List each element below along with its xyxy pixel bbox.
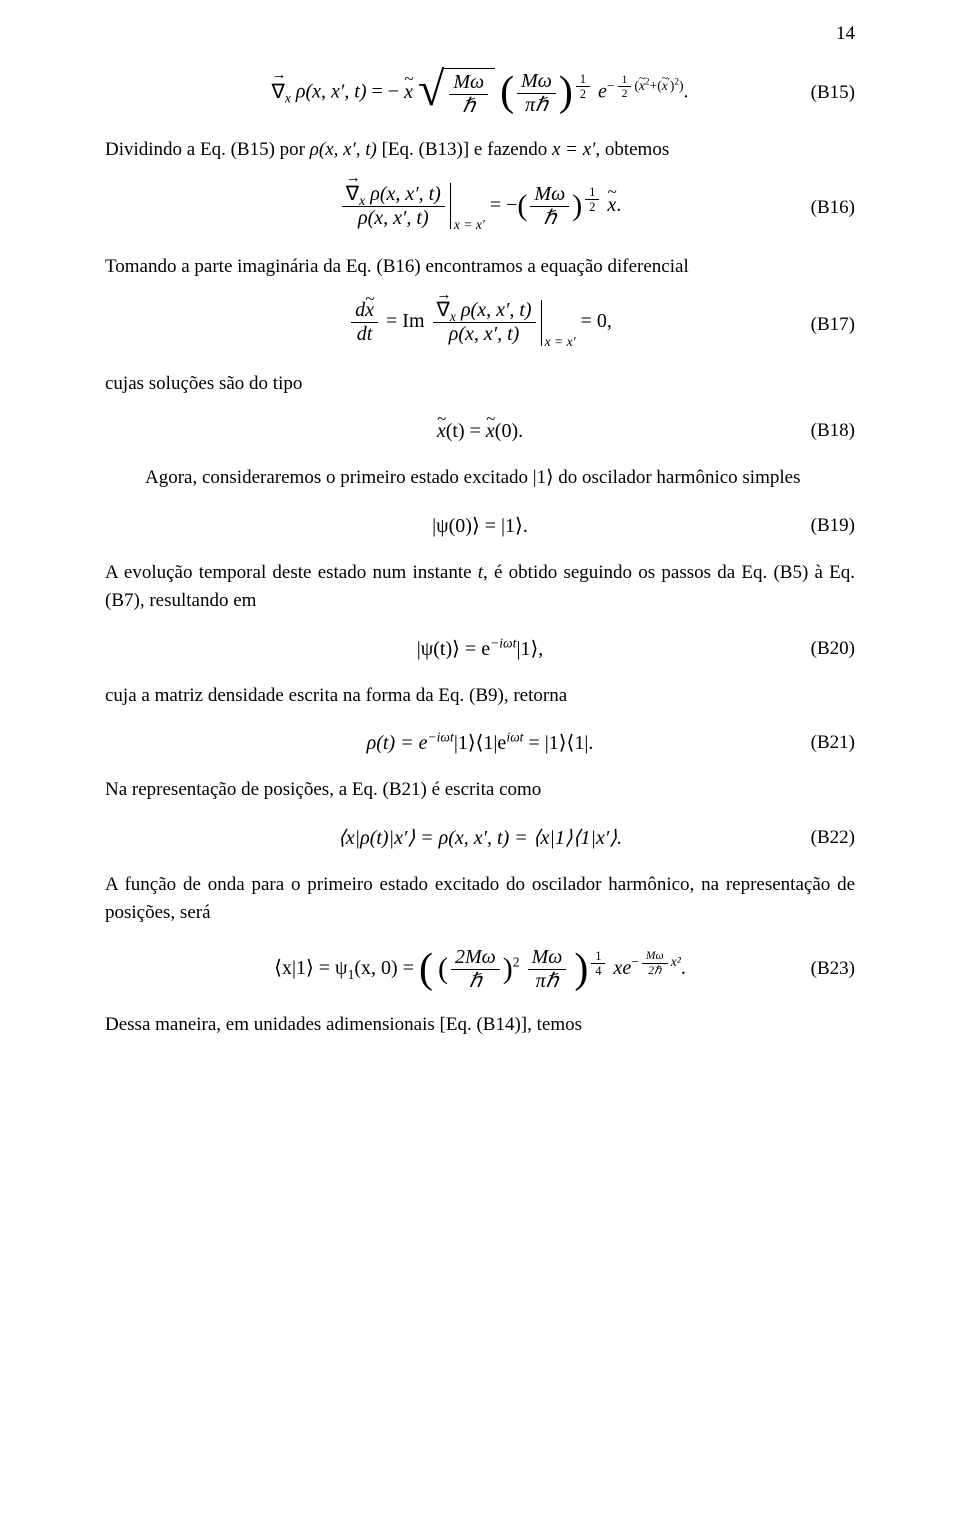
page-number: 14 <box>836 20 855 49</box>
pihbar: πℏ <box>517 94 556 117</box>
para-1: Dividindo a Eq. (B15) por ρ(x, x′, t) [E… <box>105 136 855 165</box>
eq-label-b20: (B20) <box>811 635 855 664</box>
eq-label-b19: (B19) <box>811 512 855 541</box>
eq-label-b21: (B21) <box>811 729 855 758</box>
page: 14 ∇x ρ(x, x′, t) = − x √ Mωℏ (Mωπℏ)12 e… <box>0 0 960 1531</box>
eq-b19: |ψ(0)⟩ = |1⟩. (B19) <box>105 511 855 541</box>
eq-label-b18: (B18) <box>811 417 855 446</box>
im: Im <box>402 311 429 333</box>
psi0: |ψ(0)⟩ = |1⟩. <box>432 511 528 541</box>
vbar-icon <box>450 183 451 229</box>
rho-args: ρ(x, x′, t) <box>296 81 367 103</box>
para-5: A evolução temporal deste estado num ins… <box>105 559 855 616</box>
vbar-icon-2 <box>541 300 542 346</box>
miwt: −iωt <box>490 635 516 650</box>
eq-b18: x(t) = x(0). (B18) <box>105 416 855 446</box>
mw: Mω <box>449 71 488 95</box>
sqrt-icon: √ <box>418 68 444 118</box>
para-2: Tomando a parte imaginária da Eq. (B16) … <box>105 253 855 282</box>
eq-b22: ⟨x|ρ(t)|x′⟩ = ρ(x, x′, t) = ⟨x|1⟩⟨1|x′⟩.… <box>105 823 855 853</box>
eq-label-b15: (B15) <box>811 79 855 108</box>
eq-b23: ⟨x|1⟩ = ψ1(x, 0) = ( (2Mωℏ)2 Mωπℏ )14 xe… <box>105 946 855 993</box>
b22-body: ⟨x|ρ(t)|x′⟩ = ρ(x, x′, t) = ⟨x|1⟩⟨1|x′⟩. <box>338 823 622 853</box>
para-8: A função de onda para o primeiro estado … <box>105 871 855 928</box>
para-4: Agora, consideraremos o primeiro estado … <box>105 464 855 493</box>
para-9: Dessa maneira, em unidades adimensionais… <box>105 1011 855 1040</box>
eq-label-b23: (B23) <box>811 955 855 984</box>
twoHbar: 2ℏ <box>642 964 668 977</box>
eq-label-b17: (B17) <box>811 311 855 340</box>
e: e <box>598 81 607 103</box>
hbar: ℏ <box>449 95 488 118</box>
eq-b20: |ψ(t)⟩ = e−iωt|1⟩, (B20) <box>105 634 855 664</box>
piwt: iωt <box>506 730 523 745</box>
eq-b16: ∇x ρ(x, x′, t) ρ(x, x′, t) x = x′ = −(Mω… <box>105 183 855 235</box>
eq-label-b16: (B16) <box>811 194 855 223</box>
eq-b15: ∇x ρ(x, x′, t) = − x √ Mωℏ (Mωπℏ)12 e−12… <box>105 68 855 118</box>
nabla-sub: x <box>285 91 291 106</box>
para-6: cuja a matriz densidade escrita na forma… <box>105 682 855 711</box>
x-eq-xp: x = x′ <box>552 139 595 160</box>
eq-neg: = − <box>372 81 400 103</box>
eq-label-b22: (B22) <box>811 824 855 853</box>
para-3: cujas soluções são do tipo <box>105 370 855 399</box>
ket-1: |1⟩ <box>533 467 554 488</box>
eq-b17: dxdt = Im ∇x ρ(x, x′, t) ρ(x, x′, t) x =… <box>105 299 855 351</box>
eq-zero: = 0, <box>581 311 612 333</box>
para-7: Na representação de posições, a Eq. (B21… <box>105 776 855 805</box>
xe: xe <box>613 957 631 979</box>
eq-b21: ρ(t) = e−iωt|1⟩⟨1|eiωt = |1⟩⟨1|. (B21) <box>105 728 855 758</box>
twoMw: 2Mω <box>451 946 500 970</box>
